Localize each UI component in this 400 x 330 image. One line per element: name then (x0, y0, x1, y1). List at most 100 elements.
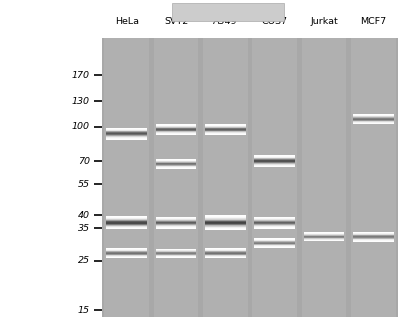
Bar (205, 256, 246, 257)
Bar (205, 251, 246, 252)
Bar (353, 241, 394, 242)
Bar (353, 234, 394, 235)
Bar (156, 251, 196, 252)
Bar (254, 220, 295, 221)
Bar (254, 160, 295, 161)
Bar (156, 162, 196, 163)
Text: MCF7: MCF7 (360, 17, 386, 26)
Bar (156, 253, 196, 254)
Bar (351, 38, 396, 317)
Bar (254, 241, 295, 242)
Bar (254, 228, 295, 229)
Bar (106, 254, 147, 255)
Bar (156, 218, 196, 219)
Bar (156, 133, 196, 134)
Bar (156, 249, 196, 250)
Bar (254, 159, 295, 160)
Bar (353, 237, 394, 238)
Bar (156, 130, 196, 131)
Bar (106, 136, 147, 137)
Bar (205, 133, 246, 134)
Bar (205, 249, 246, 250)
Bar (353, 116, 394, 117)
Bar (254, 221, 295, 222)
Bar (205, 218, 246, 219)
Bar (106, 130, 147, 131)
Bar (106, 248, 147, 249)
Bar (205, 216, 246, 217)
Bar (205, 124, 246, 125)
Text: A549: A549 (213, 17, 238, 26)
Bar (205, 229, 246, 230)
Bar (254, 225, 295, 226)
Bar (353, 117, 394, 118)
Text: 55: 55 (78, 180, 90, 189)
Bar (106, 128, 147, 129)
Bar (156, 220, 196, 221)
Bar (353, 115, 394, 116)
Bar (304, 237, 344, 238)
Bar (156, 228, 196, 229)
Bar (106, 224, 147, 225)
Bar (254, 241, 295, 242)
Bar (304, 232, 344, 233)
Text: SVT2: SVT2 (164, 17, 188, 26)
Bar (156, 255, 196, 256)
Bar (254, 218, 295, 219)
Bar (106, 227, 147, 228)
Bar (304, 238, 344, 239)
Bar (106, 130, 147, 131)
Bar (156, 222, 196, 223)
Bar (106, 217, 147, 218)
Bar (156, 227, 196, 228)
Bar (106, 139, 147, 140)
Bar (353, 114, 394, 115)
Bar (302, 38, 346, 317)
Bar (106, 134, 147, 135)
Bar (156, 223, 196, 224)
Bar (106, 228, 147, 229)
Bar (205, 125, 246, 126)
Bar (154, 38, 198, 317)
Bar (254, 158, 295, 159)
Bar (205, 131, 246, 132)
Bar (353, 122, 394, 123)
Bar (254, 243, 295, 244)
Bar (254, 161, 295, 162)
Bar (106, 131, 147, 132)
Bar (156, 219, 196, 220)
Bar (205, 221, 246, 222)
Text: COS7: COS7 (262, 17, 288, 26)
Bar (156, 166, 196, 167)
Bar (205, 226, 246, 227)
Bar (205, 130, 246, 131)
Bar (106, 222, 147, 223)
Bar (156, 125, 196, 126)
Bar (353, 120, 394, 121)
Bar (254, 247, 295, 248)
Bar (205, 226, 246, 227)
Bar (205, 220, 246, 221)
Bar (156, 165, 196, 166)
Bar (254, 162, 295, 163)
Bar (156, 252, 196, 253)
Bar (102, 38, 398, 317)
Bar (353, 121, 394, 122)
Bar (205, 254, 246, 255)
Bar (156, 225, 196, 226)
Bar (254, 157, 295, 158)
Bar (106, 251, 147, 252)
Bar (106, 132, 147, 133)
Bar (353, 118, 394, 119)
Bar (254, 224, 295, 225)
Text: 70: 70 (78, 157, 90, 166)
Text: 40: 40 (78, 211, 90, 220)
Bar (254, 222, 295, 223)
Bar (304, 233, 344, 234)
Bar (353, 240, 394, 241)
Bar (106, 129, 147, 130)
Bar (156, 248, 196, 249)
Bar (353, 119, 394, 120)
Bar (156, 221, 196, 222)
Bar (254, 223, 295, 224)
